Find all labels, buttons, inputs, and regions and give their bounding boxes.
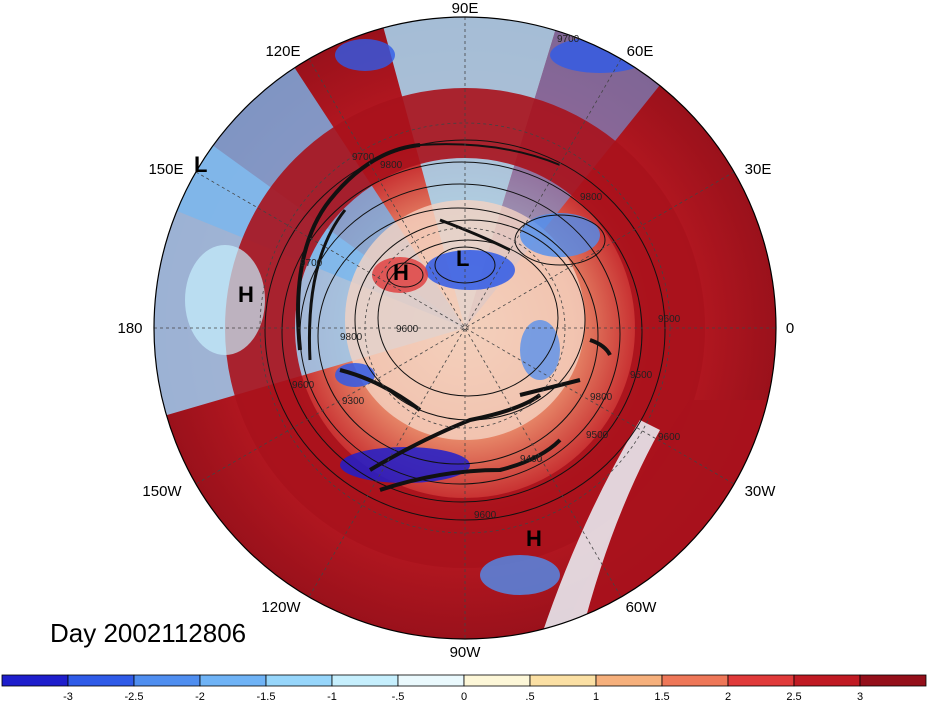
colorbar-tick-label: 1.5 [654, 691, 669, 702]
colorbar-tick-label: -.5 [392, 691, 405, 702]
colorbar-box [595, 674, 663, 687]
colorbar-box [199, 674, 267, 687]
colorbar-tick-label: -3 [63, 691, 73, 702]
colorbar-tick-label: 2 [725, 691, 731, 702]
low-marker: L [194, 152, 207, 177]
colorbar-tick-label: 3 [857, 691, 863, 702]
lon-label: 120E [265, 43, 300, 60]
lon-label: 30W [745, 483, 777, 500]
lon-label: 30E [745, 161, 772, 178]
contour-label: 9600 [658, 314, 681, 325]
colorbar-box [463, 674, 531, 687]
contour-labels: 9700 9700 9800 9800 9600 9500 9300 9800 … [292, 34, 681, 521]
contour-label: 9800 [590, 392, 613, 403]
lon-label: 60E [627, 43, 654, 60]
contour-label: 9600 [658, 432, 681, 443]
colorbar-box [793, 674, 861, 687]
polar-map: 9700 9700 9800 9800 9600 9500 9300 9800 … [117, 0, 794, 661]
contour-label: 9800 [580, 192, 603, 203]
colorbar-tick-label: -2.5 [125, 691, 144, 702]
contour-label: 9300 [342, 396, 365, 407]
colorbar-box [397, 674, 465, 687]
lon-label: 0 [786, 320, 794, 337]
graticule [154, 17, 776, 639]
colorbar-tick-label: -2 [195, 691, 205, 702]
colorbar-labels: -3 -2.5 -2 -1.5 -1 -.5 0 .5 1 1.5 2 2.5 3 [63, 691, 863, 702]
contour-label: 9600 [474, 510, 497, 521]
contour-label: 9500 [630, 370, 653, 381]
colorbar-box [661, 674, 729, 687]
colorbar-box [67, 674, 135, 687]
contour-label: 9500 [586, 430, 609, 441]
colorbar-boxes [1, 674, 927, 687]
colorbar-box [331, 674, 399, 687]
contour-label: 9700 [300, 258, 323, 269]
colorbar-box [1, 674, 69, 687]
date-label: Day 2002112806 [50, 618, 247, 648]
contour-label: 9700 [557, 34, 580, 45]
lon-label: 120W [261, 599, 301, 616]
colorbar-box [727, 674, 795, 687]
colorbar-tick-label: -1 [327, 691, 337, 702]
colorbar-tick-label: .5 [525, 691, 534, 702]
contour-label: 9600 [292, 380, 315, 391]
lon-label: 90W [450, 644, 482, 661]
colorbar-box [529, 674, 597, 687]
colorbar-box [859, 674, 927, 687]
colorbar-box [265, 674, 333, 687]
map-boundary [153, 16, 777, 640]
low-marker: L [456, 246, 469, 271]
colorbar-tick-label: 0 [461, 691, 467, 702]
colorbar-box [133, 674, 201, 687]
colorbar-tick-label: -1.5 [257, 691, 276, 702]
high-marker: H [526, 526, 542, 551]
contour-label: 9800 [380, 160, 403, 171]
contour-label: 9400 [520, 454, 543, 465]
colorbar: -3 -2.5 -2 -1.5 -1 -.5 0 .5 1 1.5 2 2.5 3 [1, 674, 927, 702]
high-marker: H [393, 260, 409, 285]
colorbar-tick-label: 1 [593, 691, 599, 702]
pressure-centers: L H L H H [194, 152, 542, 551]
longitude-labels: 90E 120E 60E 150E 30E 180 0 150W 30W 120… [117, 0, 794, 661]
high-marker: H [238, 282, 254, 307]
lon-label: 150W [142, 483, 182, 500]
contour-label: 9600 [396, 324, 419, 335]
lon-label: 150E [148, 161, 183, 178]
colorbar-tick-label: 2.5 [786, 691, 801, 702]
lon-label: 180 [117, 320, 142, 337]
lon-label: 60W [626, 599, 658, 616]
contour-label: 9800 [340, 332, 363, 343]
lon-label: 90E [452, 0, 479, 17]
contour-label: 9700 [352, 152, 375, 163]
